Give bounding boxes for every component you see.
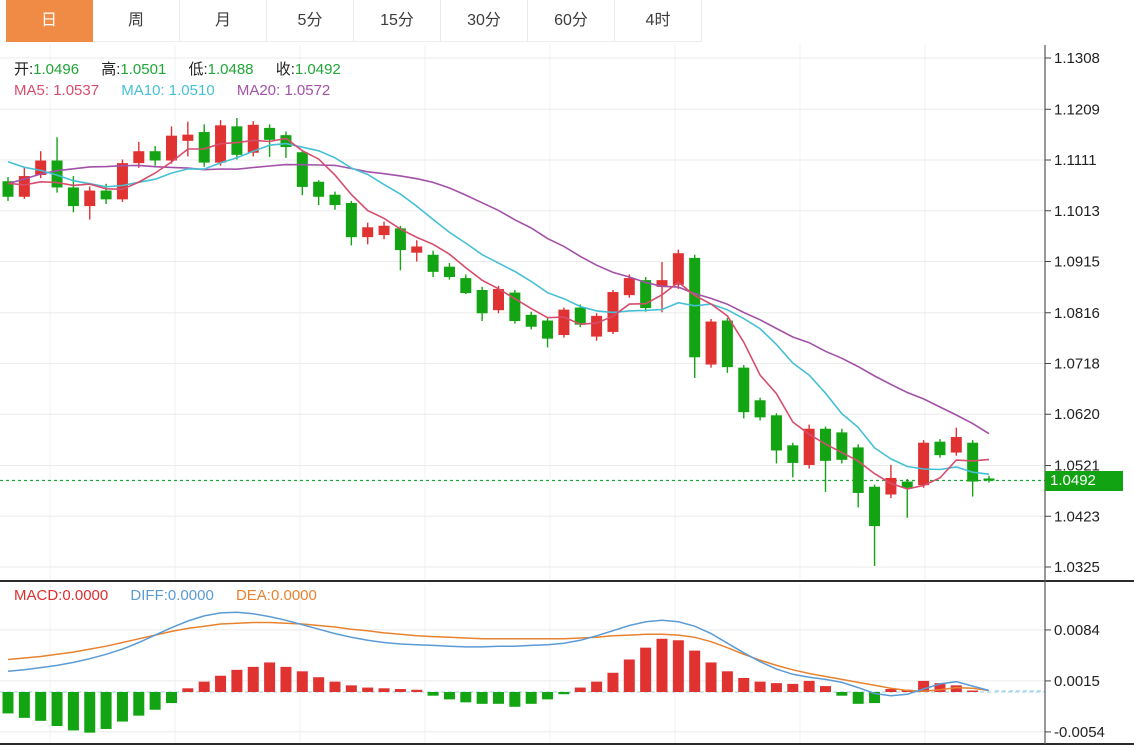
price-axis-tick: 1.0423: [1054, 508, 1100, 525]
ma5-label: MA5:: [14, 82, 50, 99]
price-axis-tick: 1.1209: [1054, 101, 1100, 118]
open-label: 开:: [14, 61, 34, 78]
price-axis-tick: 1.0718: [1054, 356, 1100, 373]
macd-legend: MACD:0.0000 DIFF:0.0000 DEA:0.0000: [14, 587, 335, 604]
low-value: 1.0488: [207, 61, 254, 78]
price-axis-tick: 1.0915: [1054, 253, 1100, 270]
tab-15min[interactable]: 15分: [354, 0, 441, 42]
macd-axis-tick: 0.0015: [1054, 673, 1100, 690]
low-label: 低:: [188, 61, 208, 78]
tab-30min[interactable]: 30分: [441, 0, 528, 42]
last-price-flag: 1.0492: [1045, 471, 1123, 491]
dea-label: DEA:: [235, 587, 271, 604]
close-label: 收:: [275, 61, 295, 78]
price-axis-tick: 1.0521: [1054, 458, 1100, 475]
price-axis-tick: 1.1013: [1054, 203, 1100, 220]
macd-axis-tick: -0.0054: [1054, 724, 1105, 741]
close-value: 1.0492: [294, 61, 341, 78]
tab-month[interactable]: 月: [180, 0, 267, 42]
ma10-label: MA10:: [121, 82, 165, 99]
ma-legend: MA5: 1.0537 MA10: 1.0510 MA20: 1.0572: [14, 82, 348, 99]
ma5-value: 1.0537: [53, 82, 100, 99]
price-axis-tick: 1.0620: [1054, 406, 1100, 423]
tab-day[interactable]: 日: [6, 0, 93, 42]
dea-value: 0.0000: [270, 587, 317, 604]
tab-4hour[interactable]: 4时: [615, 0, 702, 42]
ma20-label: MA20:: [236, 82, 281, 99]
macd-axis-tick: 0.0084: [1054, 622, 1100, 639]
high-value: 1.0501: [120, 61, 167, 78]
diff-value: 0.0000: [167, 587, 214, 604]
timeframe-tabbar: 日 周 月 5分 15分 30分 60分 4时: [0, 0, 702, 44]
price-axis-tick: 1.1111: [1054, 152, 1097, 169]
price-axis-tick: 1.0816: [1054, 305, 1100, 322]
price-axis-tick: 1.1308: [1054, 50, 1100, 67]
tab-5min[interactable]: 5分: [267, 0, 354, 42]
diff-label: DIFF:: [130, 587, 168, 604]
ma10-value: 1.0510: [168, 82, 215, 99]
ma20-value: 1.0572: [284, 82, 331, 99]
open-value: 1.0496: [33, 61, 80, 78]
tab-week[interactable]: 周: [93, 0, 180, 42]
ohlc-legend: 开:1.0496 高:1.0501 低:1.0488 收:1.0492: [14, 58, 359, 79]
tab-60min[interactable]: 60分: [528, 0, 615, 42]
macd-label: MACD:: [14, 587, 63, 604]
high-label: 高:: [101, 61, 121, 78]
price-axis-tick: 1.0325: [1054, 559, 1100, 576]
macd-value: 0.0000: [62, 587, 109, 604]
